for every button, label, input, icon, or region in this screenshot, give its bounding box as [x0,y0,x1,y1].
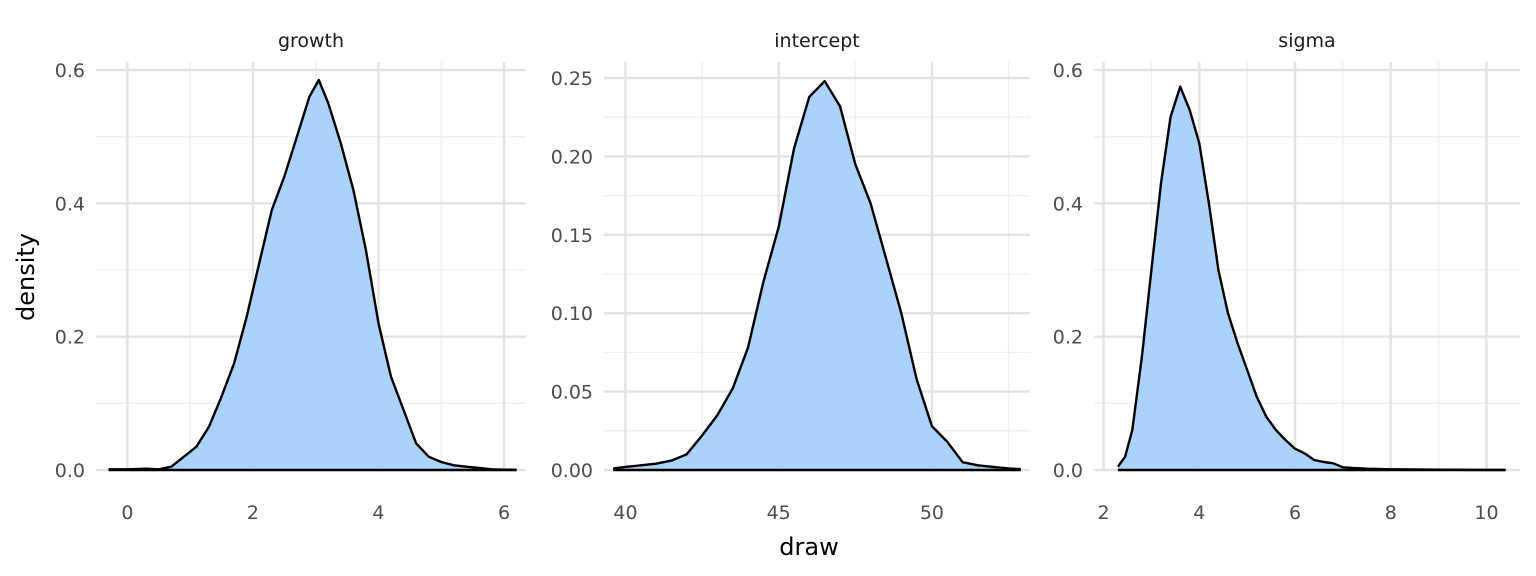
density-area [613,81,1021,470]
density-line [108,78,517,471]
y-tick-label: 0.4 [55,193,85,215]
density-area [108,80,517,470]
y-tick-label: 0.10 [551,303,593,325]
x-tick-label: 4 [1193,502,1205,524]
y-tick-label: 0.6 [1053,60,1083,82]
y-tick-label: 0.05 [551,382,593,404]
facet-panels: 0 2 4 6 0.0 0.2 0.4 0.6 growth 40 45 50 0.00 0.05 0.10… [55,30,1520,524]
density-line [613,79,1021,471]
x-tick-label: 40 [613,502,637,524]
x-tick-label: 10 [1474,502,1498,524]
x-tick-label: 8 [1385,502,1397,524]
y-tick-label: 0.0 [55,460,85,482]
y-tick-label: 0.2 [55,327,85,349]
y-axis-title: density [12,233,40,321]
y-tick-label: 0.2 [1053,327,1083,349]
facet-title: sigma [1278,30,1335,52]
facet-title: intercept [774,30,860,52]
x-axis-title: draw [779,533,838,561]
x-tick-label: 45 [767,502,791,524]
y-tick-label: 0.4 [1053,193,1083,215]
x-tick-label: 6 [498,502,510,524]
density-area [1117,86,1506,470]
y-tick-label: 0.0 [1053,460,1083,482]
y-tick-label: 0.20 [551,146,593,168]
x-tick-label: 2 [1098,502,1110,524]
y-tick-label: 0.15 [551,225,593,247]
y-tick-label: 0.25 [551,68,593,90]
x-tick-label: 4 [372,502,384,524]
panel-sigma: 2 4 6 8 10 0.0 0.2 0.4 0.6 sigma [1053,30,1520,524]
panel-intercept: 40 45 50 0.00 0.05 0.10 0.15 0.20 0.25 intercept [551,30,1030,524]
x-tick-label: 50 [920,502,944,524]
y-tick-label: 0.6 [55,60,85,82]
x-tick-label: 2 [247,502,259,524]
x-tick-label: 0 [121,502,133,524]
facet-title: growth [278,30,344,52]
x-tick-label: 6 [1289,502,1301,524]
y-tick-label: 0.00 [551,460,593,482]
panel-growth: 0 2 4 6 0.0 0.2 0.4 0.6 growth [55,30,526,524]
